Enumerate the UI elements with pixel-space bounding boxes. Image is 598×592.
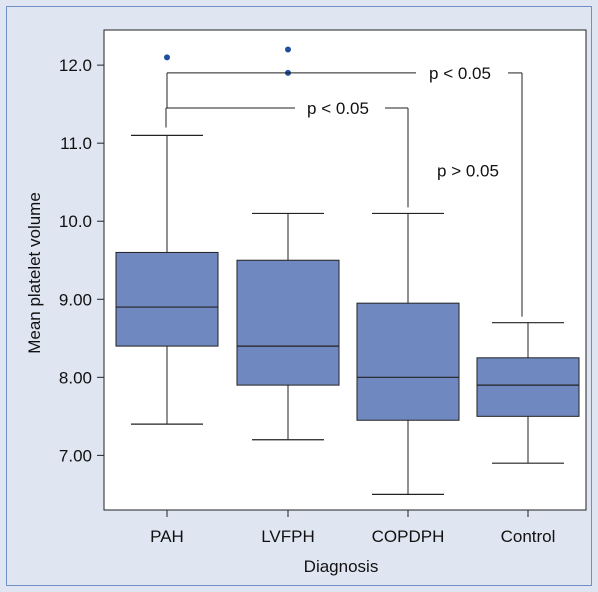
y-axis-title: Mean platelet volume <box>25 192 44 354</box>
outlier-point <box>164 54 170 61</box>
outlier-point <box>285 46 291 53</box>
box-lvfph <box>236 259 340 386</box>
box-control <box>476 357 580 417</box>
significance-label: p < 0.05 <box>429 64 491 83</box>
box-pah <box>115 251 219 347</box>
y-tick-label: 8.00 <box>59 368 92 387</box>
box-copdph <box>356 302 460 421</box>
y-tick-label: 7.00 <box>59 446 92 465</box>
x-tick-label: COPDPH <box>372 527 445 546</box>
significance-label: p > 0.05 <box>437 161 499 180</box>
y-tick-label: 10.0 <box>59 212 92 231</box>
y-tick-label: 9.00 <box>59 290 92 309</box>
x-tick-label: LVFPH <box>261 527 315 546</box>
significance-label: p < 0.05 <box>307 99 369 118</box>
y-tick-label: 11.0 <box>60 134 92 153</box>
x-tick-label: PAH <box>150 527 184 546</box>
x-axis-title: Diagnosis <box>304 557 379 576</box>
x-tick-label: Control <box>501 527 556 546</box>
y-tick-label: 12.0 <box>59 56 92 75</box>
